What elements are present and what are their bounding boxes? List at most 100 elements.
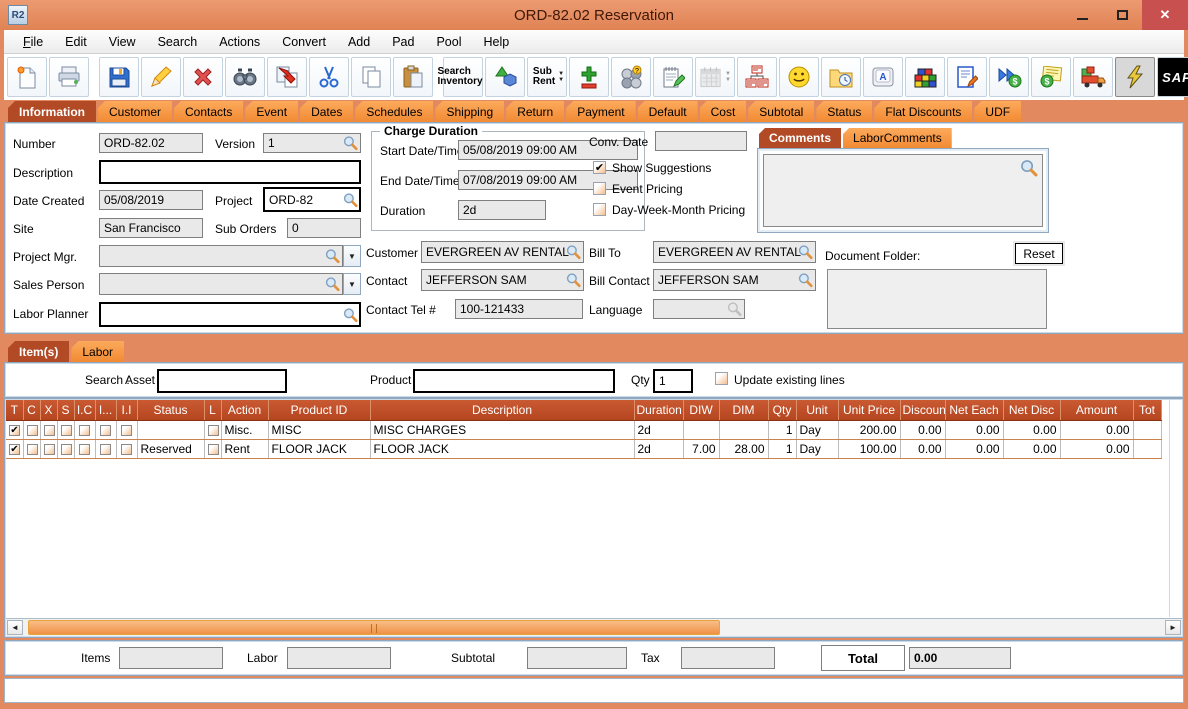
- menu-help[interactable]: Help: [483, 34, 510, 49]
- col-status[interactable]: Status: [137, 400, 205, 421]
- row1-check-i[interactable]: [100, 424, 111, 436]
- col-unit[interactable]: Unit: [796, 400, 839, 421]
- price-forward-button[interactable]: $: [989, 57, 1029, 97]
- tab-return[interactable]: Return: [506, 101, 565, 122]
- total-value-field[interactable]: [909, 647, 1011, 669]
- document-folder-textarea[interactable]: [827, 269, 1047, 329]
- row2-check-ic[interactable]: [79, 443, 90, 455]
- tab-labor[interactable]: Labor: [71, 341, 125, 362]
- tab-contacts[interactable]: Contacts: [174, 101, 244, 122]
- col-l[interactable]: L: [204, 400, 222, 421]
- row1-check-x[interactable]: [43, 424, 55, 436]
- site-field[interactable]: [99, 218, 203, 238]
- cut-button[interactable]: [309, 57, 349, 97]
- tab-information[interactable]: Information: [8, 101, 96, 122]
- edit-note-button[interactable]: [947, 57, 987, 97]
- menu-add[interactable]: Add: [347, 34, 371, 49]
- menu-search[interactable]: Search: [157, 34, 198, 49]
- event-pricing-checkbox[interactable]: [593, 182, 606, 195]
- col-unit-price[interactable]: Unit Price: [838, 400, 901, 421]
- col-duration[interactable]: Duration: [634, 400, 684, 421]
- row1-check-s[interactable]: [60, 424, 72, 436]
- col-net-disc[interactable]: Net Disc: [1003, 400, 1061, 421]
- reset-button[interactable]: Reset: [1015, 243, 1063, 264]
- find-button[interactable]: [225, 57, 265, 97]
- blocks-button[interactable]: [905, 57, 945, 97]
- tab-schedules[interactable]: Schedules: [355, 101, 434, 122]
- row1-check-l[interactable]: [207, 424, 219, 436]
- comments-textarea[interactable]: [763, 154, 1043, 227]
- bill-contact-lookup-icon[interactable]: [798, 273, 813, 288]
- tab-flat-discounts[interactable]: Flat Discounts: [874, 101, 973, 122]
- paste-button[interactable]: [393, 57, 433, 97]
- labor-planner-field[interactable]: [99, 302, 361, 327]
- menu-file[interactable]: File: [23, 34, 44, 49]
- contact-lookup-icon[interactable]: [566, 273, 581, 288]
- scrollbar-thumb[interactable]: [28, 620, 720, 635]
- shipping-truck-button[interactable]: [1073, 57, 1113, 97]
- col-t[interactable]: T: [6, 400, 24, 421]
- row1-check-c[interactable]: [26, 424, 38, 436]
- row1-check-ii[interactable]: [121, 424, 132, 436]
- add-remove-button[interactable]: [569, 57, 609, 97]
- col-ii[interactable]: I.I: [116, 400, 138, 421]
- number-field[interactable]: [99, 133, 203, 153]
- menu-pad[interactable]: Pad: [392, 34, 415, 49]
- show-suggestions-checkbox[interactable]: ✔: [593, 161, 606, 174]
- duration-field[interactable]: [458, 200, 546, 220]
- smiley-button[interactable]: [779, 57, 819, 97]
- project-field[interactable]: [263, 187, 361, 212]
- menu-actions[interactable]: Actions: [219, 34, 261, 49]
- notes-button[interactable]: [653, 57, 693, 97]
- row2-check-x[interactable]: [43, 443, 55, 455]
- close-button[interactable]: ✕: [1142, 0, 1188, 30]
- tab-default[interactable]: Default: [637, 101, 698, 122]
- col-description[interactable]: Description: [370, 400, 635, 421]
- tab-dates[interactable]: Dates: [300, 101, 354, 122]
- version-lookup-icon[interactable]: [343, 136, 358, 151]
- col-tot[interactable]: Tot: [1133, 400, 1162, 421]
- tab-subtotal[interactable]: Subtotal: [748, 101, 815, 122]
- sub-rent-button[interactable]: Sub Rent ▼ ▼: [527, 57, 567, 97]
- labor-planner-lookup-icon[interactable]: [343, 307, 358, 322]
- tab-udf[interactable]: UDF: [974, 101, 1022, 122]
- shortcut-key-button[interactable]: A: [863, 57, 903, 97]
- tab-shipping[interactable]: Shipping: [435, 101, 505, 122]
- sales-person-lookup-icon[interactable]: [325, 277, 340, 292]
- subtotal-field[interactable]: [527, 647, 627, 669]
- bill-to-lookup-icon[interactable]: [798, 245, 813, 260]
- tax-field[interactable]: [681, 647, 775, 669]
- sap-button[interactable]: SAP: [1157, 57, 1188, 97]
- row2-check-s[interactable]: [60, 443, 72, 455]
- project-lookup-icon[interactable]: [343, 192, 358, 207]
- save-button[interactable]: [99, 57, 139, 97]
- calendar-button[interactable]: ▼ ▼: [695, 57, 735, 97]
- print-button[interactable]: [49, 57, 89, 97]
- new-button[interactable]: [7, 57, 47, 97]
- col-discount[interactable]: Discount: [900, 400, 946, 421]
- row2-check-i[interactable]: [100, 443, 111, 455]
- project-mgr-lookup-icon[interactable]: [325, 249, 340, 264]
- customer-lookup-icon[interactable]: [566, 245, 581, 260]
- copy-button[interactable]: [351, 57, 391, 97]
- tab-status[interactable]: Status: [816, 101, 873, 122]
- col-i[interactable]: I...: [95, 400, 117, 421]
- row2-check-c[interactable]: [26, 443, 38, 455]
- version-field[interactable]: [263, 133, 361, 153]
- asset-search-input[interactable]: [157, 369, 287, 393]
- col-product-id[interactable]: Product ID: [268, 400, 371, 421]
- tab-comments[interactable]: Comments: [759, 128, 842, 148]
- sub-rent-dropdown[interactable]: ▼ ▼: [558, 71, 565, 83]
- contact-tel-field[interactable]: [455, 299, 583, 319]
- col-x[interactable]: X: [40, 400, 58, 421]
- row1-check-t[interactable]: ✔: [9, 424, 20, 436]
- maximize-button[interactable]: [1102, 0, 1142, 30]
- row2-check-t[interactable]: ✔: [9, 443, 20, 455]
- end-datetime-field[interactable]: [458, 170, 638, 190]
- copy-special-button[interactable]: [267, 57, 307, 97]
- tab-cost[interactable]: Cost: [699, 101, 747, 122]
- col-net-each[interactable]: Net Each: [945, 400, 1004, 421]
- col-dim[interactable]: DIM: [719, 400, 769, 421]
- labor-total-field[interactable]: [287, 647, 391, 669]
- update-lines-checkbox[interactable]: [715, 372, 728, 385]
